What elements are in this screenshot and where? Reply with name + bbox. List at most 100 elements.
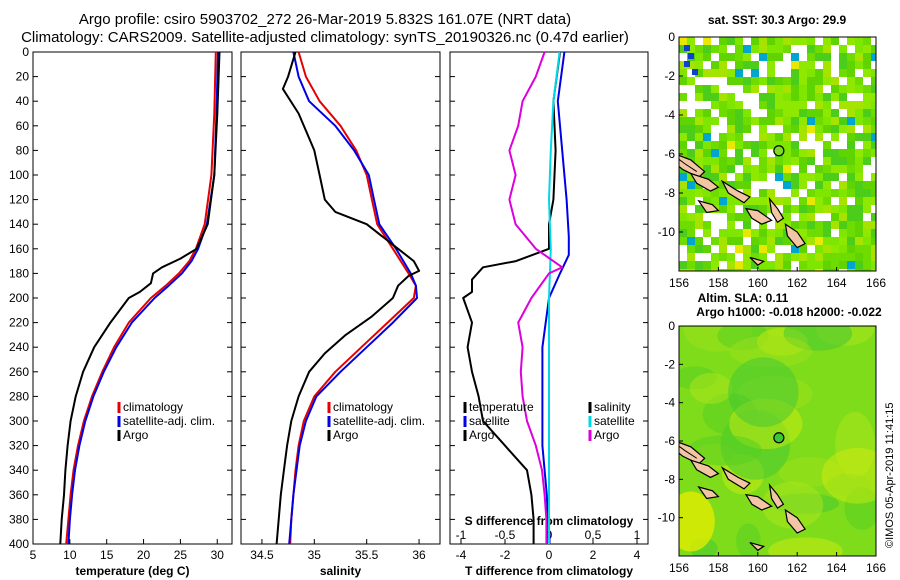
x-tick-label: 30 [211,548,225,562]
sla-blob [761,481,824,529]
sst-cell [791,69,799,77]
sst-cell [743,173,751,181]
sst-cell [703,269,711,271]
sla-blob [729,335,813,368]
sst-cell [871,189,876,197]
sst-cell [783,213,791,221]
sst-cell [679,149,687,157]
sst-cell [751,237,759,245]
sst-cell [871,53,876,61]
sst-cell [703,157,711,165]
sst-cell [847,101,855,109]
sst-cell [767,245,775,253]
sst-cell [871,93,876,101]
map-y-tick-label: -6 [664,147,675,161]
sst-cell [807,61,815,69]
sst-cell [783,109,791,117]
sst-cell [703,141,711,149]
sst-cell [791,93,799,101]
legend-label-tleft-1: temperature [469,400,534,414]
sst-cell [695,53,703,61]
map-x-tick-label: 158 [708,561,728,575]
map-panel-2: 156 158 160 162 164 166 0 -2 -4 -6 -8 -10 Altim. SLA… [658,291,887,575]
sst-cell [775,109,783,117]
sst-cell [759,269,767,271]
sst-cell [783,85,791,93]
sst-cell [839,253,847,261]
sst-cell [775,173,783,181]
x-axis-label: salinity [320,564,362,578]
sst-cell [767,229,775,237]
sst-cell [711,269,719,271]
sst-cell [847,125,855,133]
sst-cell [719,53,727,61]
sst-cell [743,61,751,69]
sla-blob [778,456,842,487]
sst-cell [719,237,727,245]
sst-cell [687,133,695,141]
sst-cell [839,245,847,253]
sst-cell [783,181,791,189]
argo-position-marker [773,432,785,444]
sst-cell [799,245,807,253]
series-climatology-line [65,51,217,545]
sst-cell [863,237,871,245]
sst-cell [799,269,807,271]
sst-cell [799,61,807,69]
sst-cell [727,221,735,229]
sst-cell [775,165,783,173]
island-7 [697,199,720,214]
sst-cell [863,149,871,157]
map-x-tick-label: 162 [787,561,807,575]
sst-cell [767,77,775,85]
sst-cell [759,205,767,213]
sst-cell [727,117,735,125]
sst-cell [695,237,703,245]
sst-cell [703,221,711,229]
sst-cell [799,181,807,189]
map-sst-title: sat. SST: 30.3 Argo: 29.9 [708,13,847,27]
sst-cell [871,125,876,133]
sst-cell [855,205,863,213]
map-y-tick-label: -8 [664,186,675,200]
sst-cell [679,181,687,189]
sst-cell [735,37,743,45]
sst-cell [799,77,807,85]
sst-cell [711,165,719,173]
sst-cell [775,157,783,165]
sst-cell [847,269,855,271]
sst-cell [783,173,791,181]
island-8 [749,256,766,266]
sst-cell [767,165,775,173]
sst-cell [847,189,855,197]
sst-cell [775,93,783,101]
top-x-tick-label: -0.5 [495,528,516,542]
sst-cell [855,157,863,165]
sst-cell [847,37,855,45]
sst-cell [839,197,847,205]
map-x-tick-label: 164 [827,276,847,290]
sst-cell [743,125,751,133]
sst-cell [711,261,719,269]
island-3 [720,466,751,490]
sst-cell [783,93,791,101]
sst-cell [775,85,783,93]
sst-cell [759,261,767,269]
sst-cell [695,109,703,117]
sst-cell [735,45,743,53]
island-6 [784,508,806,534]
sst-cell [871,213,876,221]
sst-cell [727,141,735,149]
sst-cell [759,173,767,181]
sst-cell [687,37,695,45]
sst-cell [767,189,775,197]
sst-cell [807,69,815,77]
sst-cell [855,237,863,245]
y-tick-label: 200 [9,291,29,305]
sst-cell [679,133,687,141]
sst-cell [719,165,727,173]
sst-cell [871,261,876,269]
sst-cell [871,69,876,77]
sst-cell [871,117,876,125]
